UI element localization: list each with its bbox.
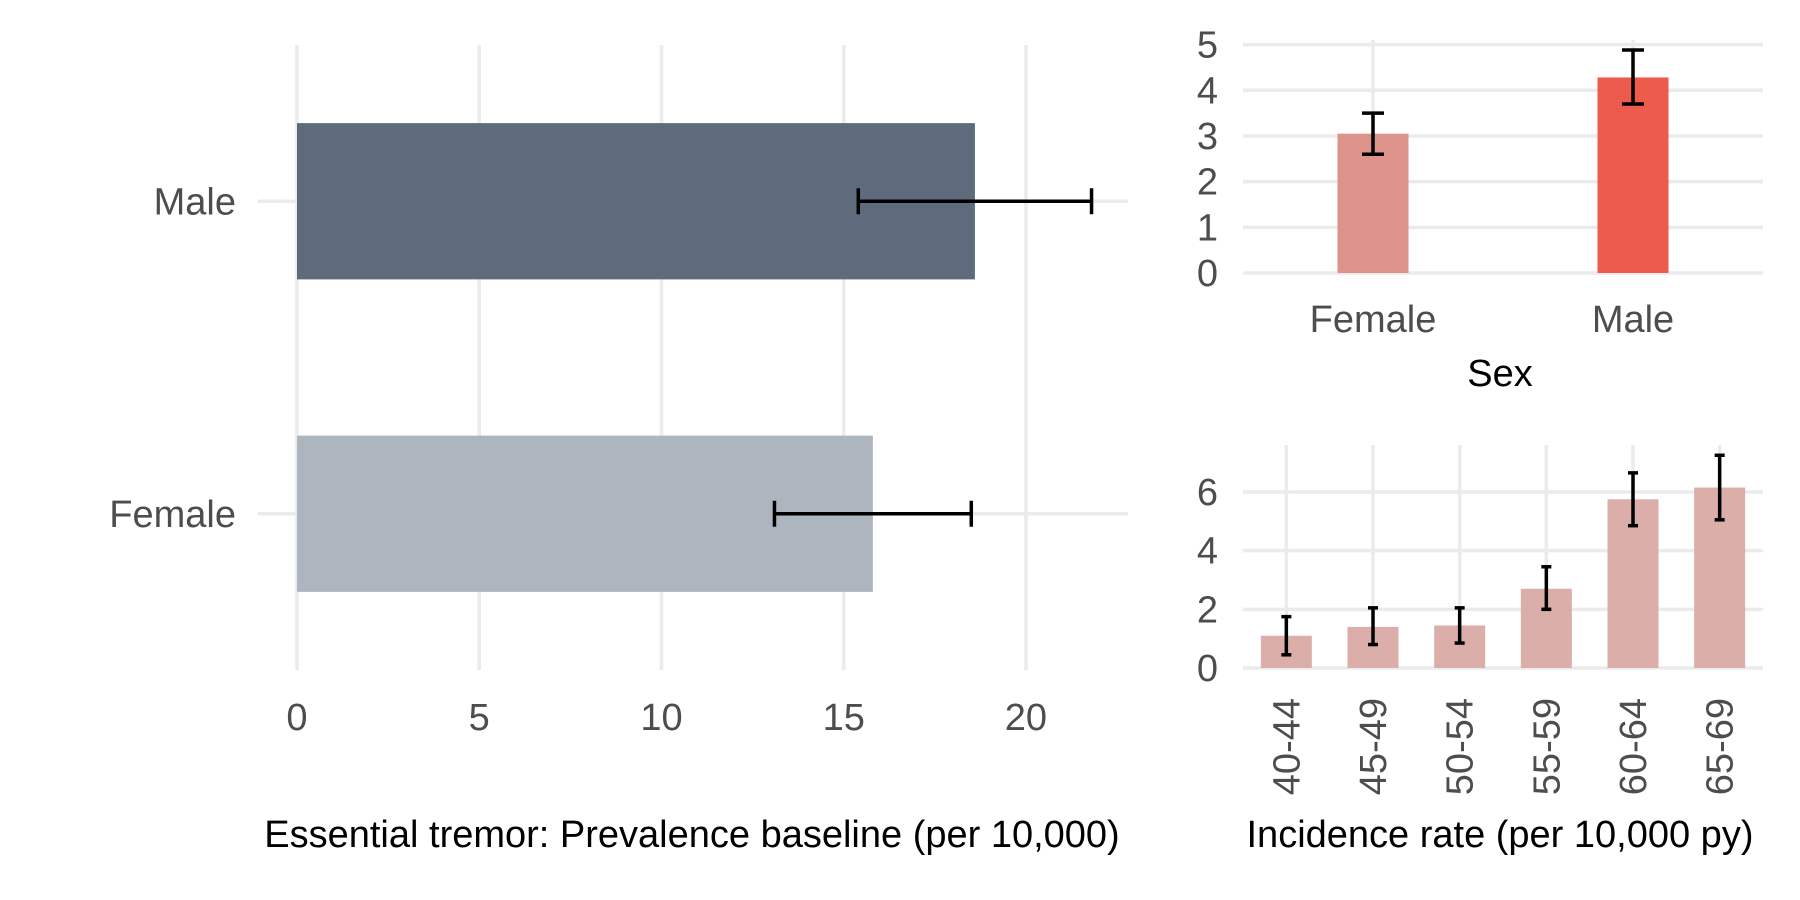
x-tick-label: 0: [286, 697, 307, 739]
incidence-sex-bars: [1337, 77, 1669, 274]
incidence-age-bars: [1260, 487, 1746, 668]
error-bar-65-69: [1714, 453, 1725, 522]
y-tick-label: 6: [1197, 472, 1218, 514]
category-label-60-64: 60-64: [1613, 698, 1655, 795]
y-tick-label: 0: [1197, 253, 1218, 295]
bar-female: [1337, 133, 1409, 273]
bar-male: [1597, 77, 1669, 274]
prevalence-category-labels: Male Female: [109, 181, 236, 536]
category-label-50-54: 50-54: [1440, 698, 1482, 795]
error-bar-60-64: [1628, 471, 1638, 528]
y-tick-label: 3: [1197, 116, 1218, 158]
error-bar-45-49: [1368, 606, 1378, 647]
incidence-age-x-axis-title: Incidence rate (per 10,000 py): [1247, 814, 1754, 856]
prevalence-error-bars: [772, 188, 1094, 527]
x-tick-label: 15: [823, 697, 865, 739]
y-tick-label: 0: [1197, 648, 1218, 690]
category-label-female: Female: [109, 494, 236, 536]
incidence-sex-x-axis-title: Sex: [1467, 353, 1532, 395]
category-label-55-59: 55-59: [1526, 698, 1568, 795]
error-bar-male: [856, 188, 1094, 215]
error-bar-55-59: [1541, 565, 1552, 612]
y-tick-label: 1: [1197, 207, 1218, 249]
incidence-sex-error-bars: [1362, 48, 1644, 156]
category-label-65-69: 65-69: [1700, 698, 1742, 795]
y-tick-label: 4: [1197, 531, 1218, 573]
y-tick-label: 2: [1197, 589, 1218, 631]
incidence-age-y-tick-labels: 0 2 4 6: [1197, 472, 1218, 690]
prevalence-bars: [297, 123, 975, 592]
category-label-male: Male: [1592, 299, 1674, 341]
incidence-age-category-labels: 40-44 45-49 50-54 55-59 60-64 65-69: [1266, 698, 1741, 795]
y-tick-label: 5: [1197, 25, 1218, 67]
error-bar-female: [1362, 111, 1384, 156]
error-bar-female: [772, 500, 974, 527]
incidence-age-gridlines: [1243, 445, 1763, 670]
x-tick-label: 5: [469, 697, 490, 739]
category-label-45-49: 45-49: [1353, 698, 1395, 795]
x-tick-label: 20: [1005, 697, 1047, 739]
category-label-male: Male: [154, 181, 236, 223]
y-tick-label: 4: [1197, 70, 1218, 112]
error-bar-male: [1622, 48, 1644, 106]
prevalence-panel: Male Female 0 5 10 15 20 Essential tremor: Pr…: [109, 45, 1128, 856]
error-bar-50-54: [1454, 606, 1465, 645]
prevalence-x-tick-labels: 0 5 10 15 20: [286, 697, 1047, 739]
prevalence-x-axis-title: Essential tremor: Prevalence baseline (p…: [264, 814, 1119, 856]
incidence-age-panel: 0 2 4 6 40-44 45-49 50-54 55-59 60-64 65-69 Inci…: [1197, 445, 1763, 856]
category-label-female: Female: [1310, 299, 1437, 341]
y-tick-label: 2: [1197, 162, 1218, 204]
x-tick-label: 10: [640, 697, 682, 739]
error-bar-40-44: [1281, 614, 1292, 657]
category-label-40-44: 40-44: [1266, 698, 1308, 795]
incidence-sex-gridlines: [1243, 40, 1763, 275]
incidence-sex-category-labels: Female Male: [1310, 299, 1675, 341]
incidence-age-error-bars: [1281, 453, 1725, 657]
